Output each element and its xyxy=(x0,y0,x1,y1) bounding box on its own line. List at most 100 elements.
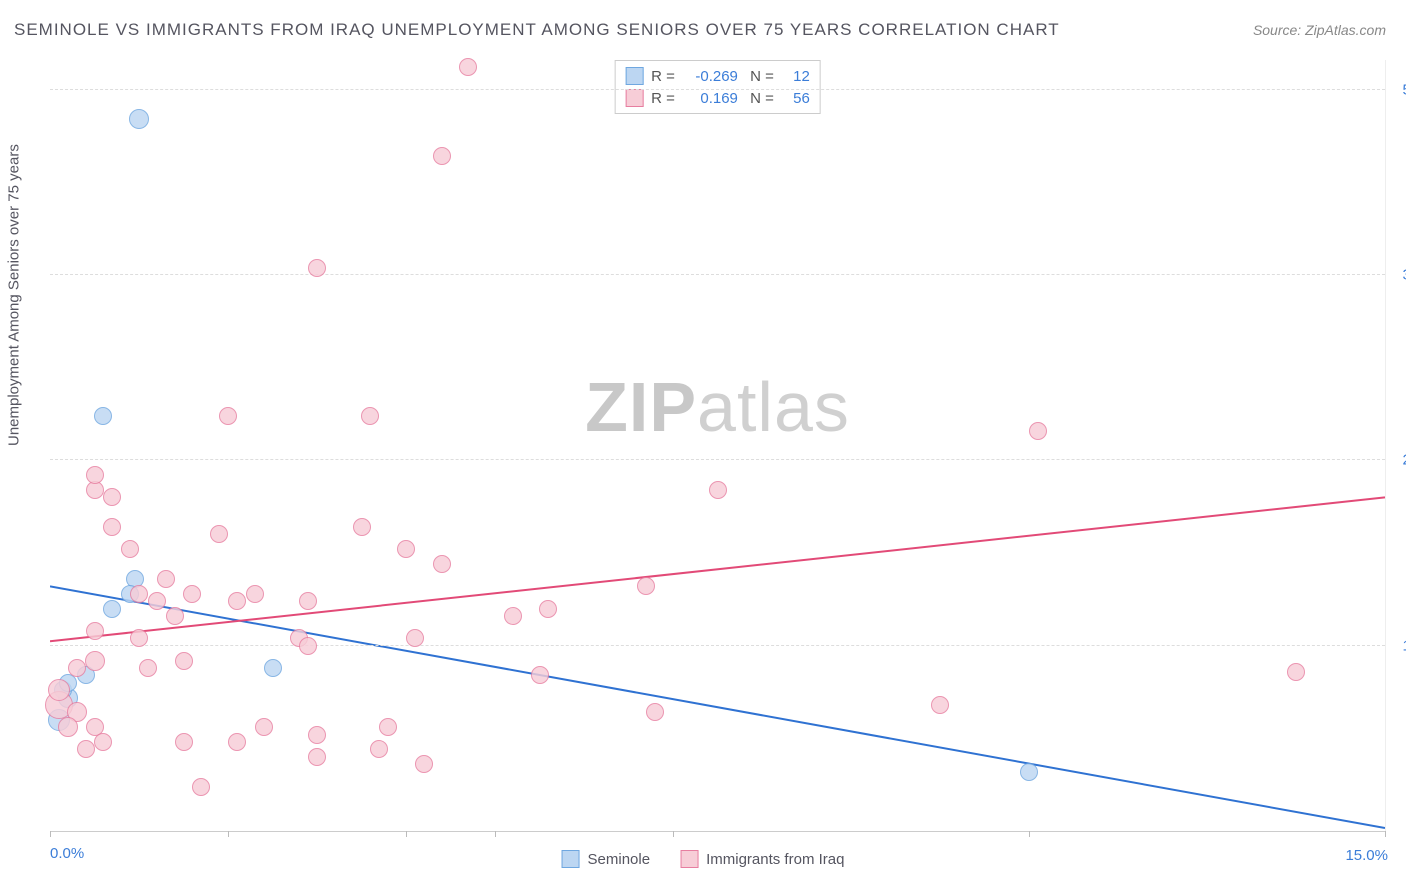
data-point xyxy=(68,659,86,677)
data-point xyxy=(130,585,148,603)
n-label: N = xyxy=(746,68,774,85)
data-point xyxy=(228,733,246,751)
data-point xyxy=(129,109,149,129)
data-point xyxy=(103,518,121,536)
data-point xyxy=(531,666,549,684)
legend-label-iraq: Immigrants from Iraq xyxy=(706,851,844,868)
series-legend: Seminole Immigrants from Iraq xyxy=(562,850,845,868)
legend-item-seminole: Seminole xyxy=(562,850,651,868)
source-attribution: Source: ZipAtlas.com xyxy=(1253,22,1386,38)
data-point xyxy=(539,600,557,618)
data-point xyxy=(94,733,112,751)
legend-label-seminole: Seminole xyxy=(588,851,651,868)
data-point xyxy=(415,755,433,773)
legend-item-iraq: Immigrants from Iraq xyxy=(680,850,844,868)
data-point xyxy=(246,585,264,603)
data-point xyxy=(175,652,193,670)
data-point xyxy=(139,659,157,677)
data-point xyxy=(210,525,228,543)
chart-title: SEMINOLE VS IMMIGRANTS FROM IRAQ UNEMPLO… xyxy=(14,20,1060,40)
n-label: N = xyxy=(746,90,774,107)
x-axis-start-label: 0.0% xyxy=(50,845,84,862)
gridline xyxy=(50,459,1385,460)
legend-swatch-iraq xyxy=(680,850,698,868)
data-point xyxy=(58,717,78,737)
data-point xyxy=(504,607,522,625)
data-point xyxy=(48,679,70,701)
x-tick xyxy=(673,831,674,837)
data-point xyxy=(459,58,477,76)
swatch-seminole xyxy=(625,67,643,85)
x-tick xyxy=(495,831,496,837)
data-point xyxy=(299,637,317,655)
scatter-chart: ZIPatlas R = -0.269 N = 12 R = 0.169 N =… xyxy=(50,60,1386,832)
data-point xyxy=(85,651,105,671)
swatch-iraq xyxy=(625,89,643,107)
gridline xyxy=(50,274,1385,275)
data-point xyxy=(433,147,451,165)
data-point xyxy=(637,577,655,595)
y-axis-label: Unemployment Among Seniors over 75 years xyxy=(6,144,23,446)
data-point xyxy=(406,629,424,647)
data-point xyxy=(130,629,148,647)
data-point xyxy=(397,540,415,558)
y-tick-label: 37.5% xyxy=(1390,267,1406,284)
watermark-bold: ZIP xyxy=(585,368,697,446)
y-tick-label: 50.0% xyxy=(1390,81,1406,98)
trend-lines xyxy=(50,60,1385,831)
data-point xyxy=(308,748,326,766)
legend-swatch-seminole xyxy=(562,850,580,868)
x-tick xyxy=(1029,831,1030,837)
data-point xyxy=(646,703,664,721)
data-point xyxy=(1020,763,1038,781)
data-point xyxy=(931,696,949,714)
trend-line xyxy=(50,586,1385,828)
r-value-iraq: 0.169 xyxy=(683,90,738,107)
r-value-seminole: -0.269 xyxy=(683,68,738,85)
r-label: R = xyxy=(651,90,675,107)
data-point xyxy=(228,592,246,610)
data-point xyxy=(299,592,317,610)
data-point xyxy=(183,585,201,603)
trend-line xyxy=(50,497,1385,641)
data-point xyxy=(121,540,139,558)
data-point xyxy=(264,659,282,677)
x-tick xyxy=(406,831,407,837)
data-point xyxy=(370,740,388,758)
y-tick-label: 25.0% xyxy=(1390,452,1406,469)
data-point xyxy=(308,259,326,277)
data-point xyxy=(86,466,104,484)
data-point xyxy=(1287,663,1305,681)
data-point xyxy=(308,726,326,744)
data-point xyxy=(379,718,397,736)
stats-legend-box: R = -0.269 N = 12 R = 0.169 N = 56 xyxy=(614,60,821,114)
data-point xyxy=(353,518,371,536)
y-tick-label: 12.5% xyxy=(1390,637,1406,654)
data-point xyxy=(103,600,121,618)
data-point xyxy=(1029,422,1047,440)
stats-row-seminole: R = -0.269 N = 12 xyxy=(625,65,810,87)
data-point xyxy=(86,622,104,640)
data-point xyxy=(157,570,175,588)
watermark-light: atlas xyxy=(697,368,850,446)
n-value-iraq: 56 xyxy=(782,90,810,107)
x-tick xyxy=(1385,831,1386,837)
watermark: ZIPatlas xyxy=(585,367,850,447)
data-point xyxy=(148,592,166,610)
data-point xyxy=(255,718,273,736)
gridline xyxy=(50,645,1385,646)
data-point xyxy=(709,481,727,499)
data-point xyxy=(166,607,184,625)
x-tick xyxy=(50,831,51,837)
data-point xyxy=(361,407,379,425)
n-value-seminole: 12 xyxy=(782,68,810,85)
data-point xyxy=(219,407,237,425)
source-label: Source: xyxy=(1253,22,1305,38)
source-name: ZipAtlas.com xyxy=(1305,22,1386,38)
data-point xyxy=(94,407,112,425)
r-label: R = xyxy=(651,68,675,85)
data-point xyxy=(103,488,121,506)
gridline xyxy=(50,89,1385,90)
data-point xyxy=(175,733,193,751)
x-axis-end-label: 15.0% xyxy=(1345,847,1388,864)
